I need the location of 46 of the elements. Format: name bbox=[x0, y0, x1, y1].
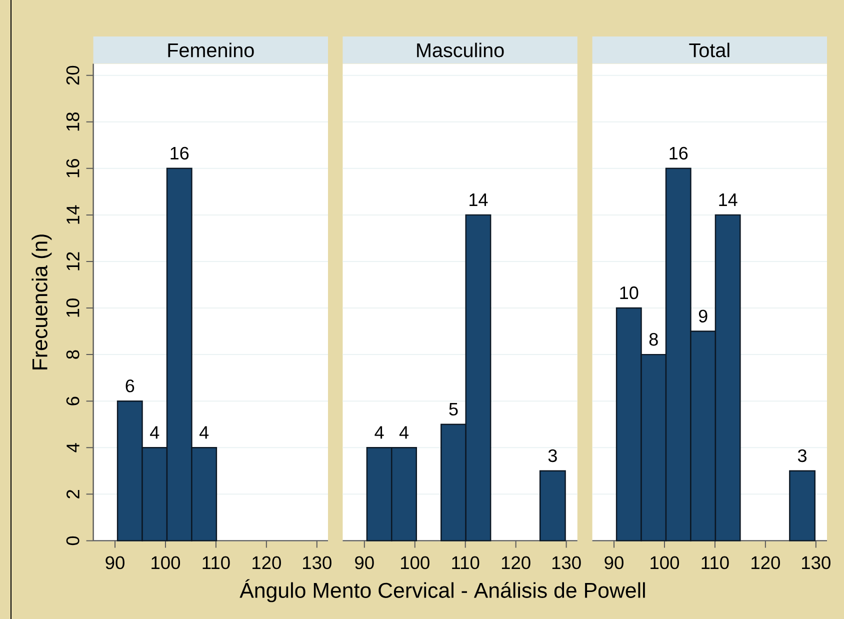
data-label: 3 bbox=[798, 449, 806, 462]
x-tick-label: 130 bbox=[303, 556, 332, 570]
x-tick-label: 120 bbox=[752, 556, 780, 570]
y-tick-label: 4 bbox=[66, 443, 80, 452]
data-label: 3 bbox=[548, 449, 557, 462]
y-tick-label: 2 bbox=[66, 490, 80, 498]
y-tick-label: 12 bbox=[66, 252, 80, 270]
data-label: 10 bbox=[620, 286, 638, 300]
x-tick-label: 100 bbox=[401, 556, 430, 570]
data-label: 8 bbox=[649, 332, 658, 346]
x-tick-label: 110 bbox=[452, 556, 480, 570]
data-label: 6 bbox=[126, 380, 134, 392]
x-tick-label: 90 bbox=[355, 556, 374, 570]
chart-title: Total bbox=[689, 42, 730, 58]
chart-title: Masculino bbox=[417, 42, 504, 58]
y-axis-title: Frecuencia (n) bbox=[32, 234, 52, 370]
x-tick-label: 100 bbox=[650, 556, 680, 570]
data-label: 14 bbox=[470, 194, 488, 206]
y-tick-label: 14 bbox=[66, 205, 80, 224]
data-label: 14 bbox=[719, 194, 738, 206]
x-tick-label: 110 bbox=[702, 556, 729, 570]
x-tick-label: 130 bbox=[552, 556, 581, 570]
x-tick-label: 130 bbox=[802, 556, 830, 570]
y-tick-label: 8 bbox=[66, 350, 80, 359]
x-tick-label: 90 bbox=[106, 556, 124, 570]
data-label: 4 bbox=[150, 426, 160, 439]
data-label: 9 bbox=[698, 310, 708, 322]
data-label: 5 bbox=[449, 402, 458, 416]
y-tick-label: 16 bbox=[66, 159, 80, 178]
x-tick-label: 110 bbox=[202, 556, 230, 570]
x-tick-label: 90 bbox=[604, 556, 624, 570]
chart-title: Femenino bbox=[168, 42, 254, 58]
data-label: 4 bbox=[399, 426, 409, 439]
y-tick-label: 6 bbox=[66, 396, 80, 406]
x-tick-label: 100 bbox=[152, 556, 180, 570]
y-tick-label: 10 bbox=[66, 298, 80, 317]
y-tick-label: 0 bbox=[66, 536, 80, 546]
y-tick-label: 20 bbox=[66, 66, 80, 85]
x-tick-label: 120 bbox=[252, 556, 281, 570]
data-label: 16 bbox=[170, 146, 189, 160]
data-label: 4 bbox=[199, 426, 209, 439]
data-label: 16 bbox=[670, 146, 688, 160]
x-axis-title: Ángulo Mento Cervical - Análisis de Powell bbox=[240, 579, 645, 602]
data-label: 4 bbox=[374, 426, 384, 439]
x-tick-label: 120 bbox=[502, 556, 530, 570]
y-tick-label: 18 bbox=[66, 112, 80, 131]
